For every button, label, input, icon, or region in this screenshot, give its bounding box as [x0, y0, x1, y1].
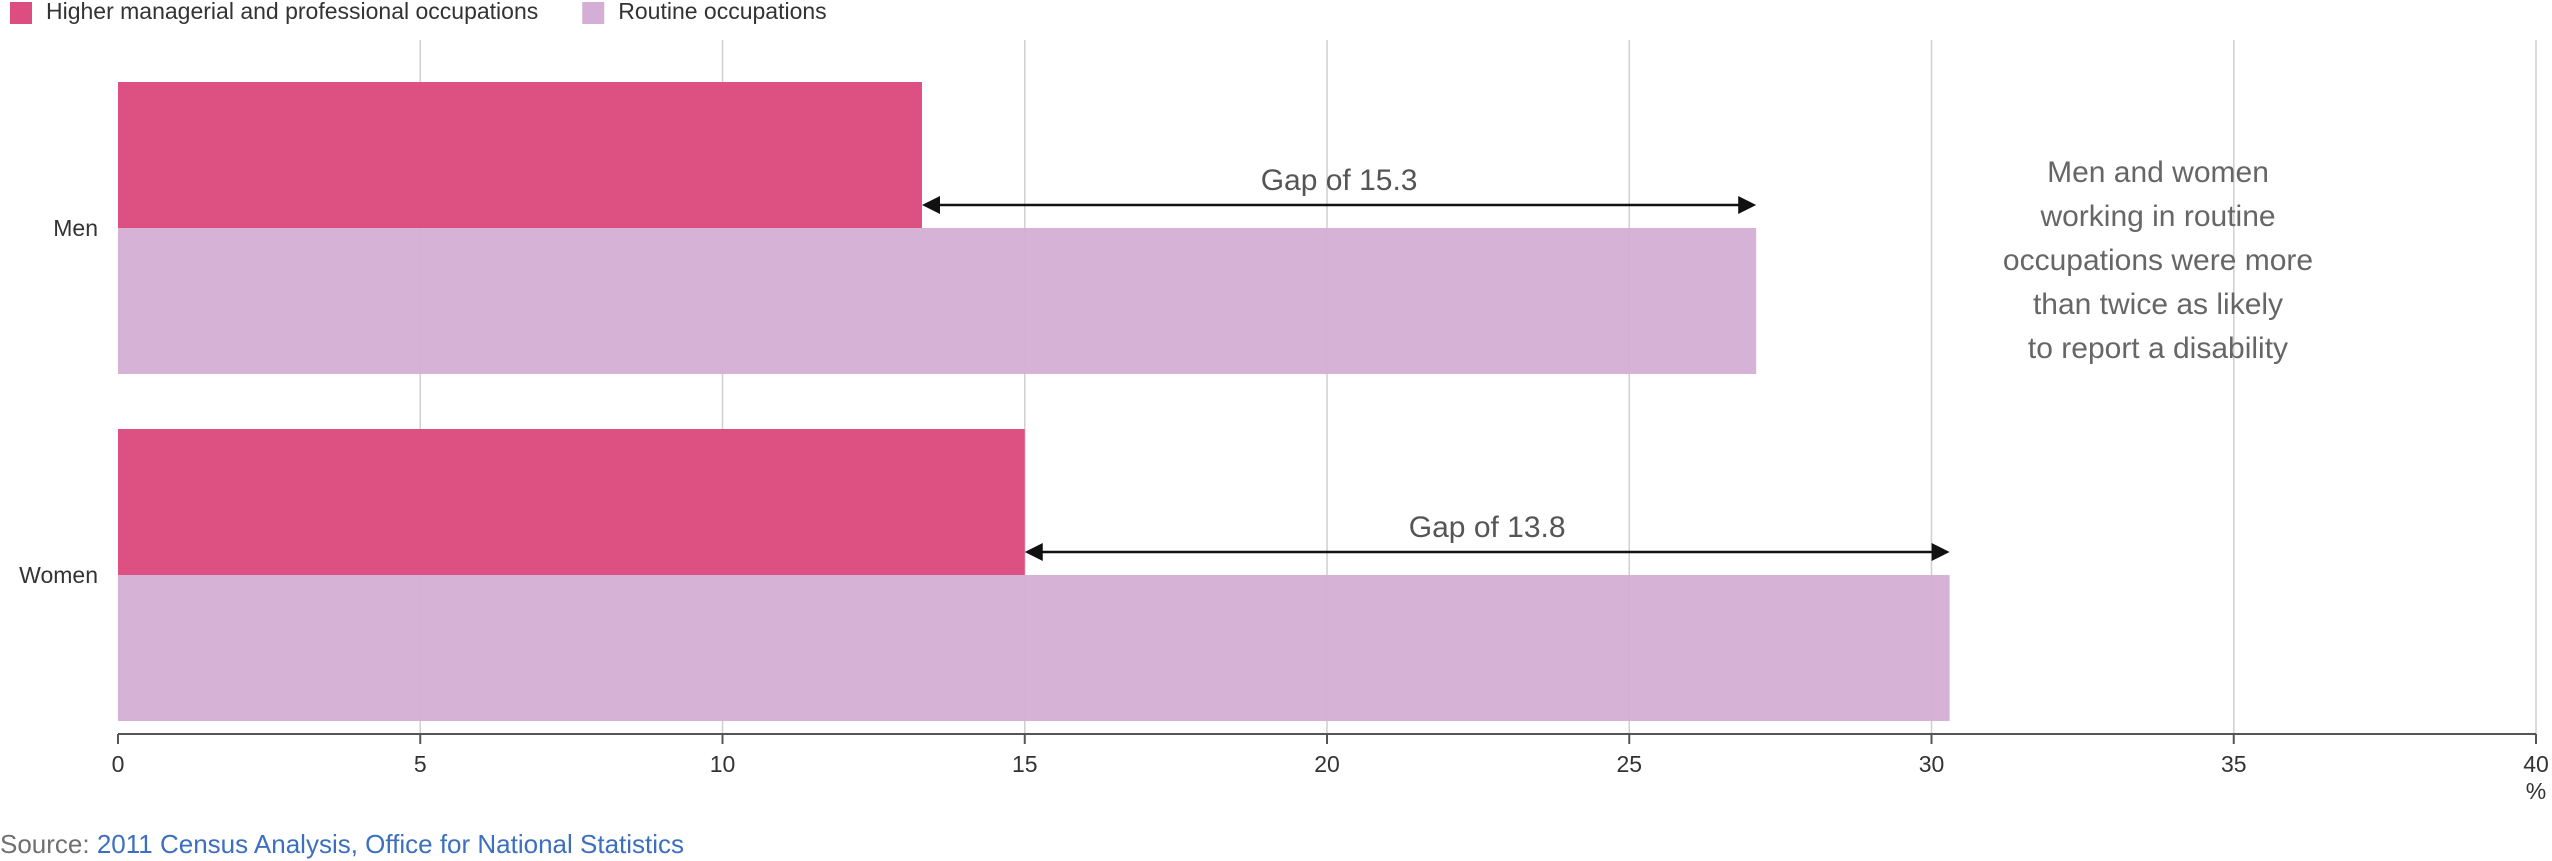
chart-note-line: to report a disability [2028, 332, 2288, 365]
chart-note-line: working in routine [2039, 200, 2275, 233]
chart-note-line: occupations were more [2003, 244, 2313, 277]
source-prefix: Source: [0, 829, 97, 859]
x-tick-label: 20 [1314, 751, 1340, 777]
legend-label-1: Higher managerial and professional occup… [46, 0, 538, 24]
gap-annotations: Gap of 15.3 Gap of 13.8 [921, 164, 1950, 561]
x-tick-label: 10 [710, 751, 736, 777]
bars [118, 82, 1950, 721]
category-label-women: Women [19, 562, 98, 588]
source-line: Source: 2011 Census Analysis, Office for… [0, 829, 684, 860]
chart-note: Men and women working in routine occupatio… [2003, 156, 2313, 365]
x-tick-label: 0 [112, 751, 125, 777]
category-label-men: Men [53, 215, 98, 241]
bar-women-series-2 [118, 575, 1950, 721]
x-tick-label: 30 [1919, 751, 1945, 777]
gap-label-2: Gap of 13.8 [1409, 511, 1566, 544]
x-tick-label: 40 [2523, 751, 2549, 777]
source-link[interactable]: 2011 Census Analysis, Office for Nationa… [96, 829, 685, 859]
chart-note-line: than twice as likely [2033, 288, 2283, 321]
x-axis-unit: % [2526, 778, 2546, 804]
gap-arrowhead-left [921, 196, 940, 214]
bar-men-series-2 [118, 228, 1757, 374]
category-labels: Men Women [19, 215, 98, 588]
bar-women-series-1 [118, 429, 1025, 575]
x-axis: 0 5 10 15 20 25 30 35 40% [112, 733, 2549, 804]
legend: Higher managerial and professional occup… [10, 0, 827, 24]
legend-label-2: Routine occupations [618, 0, 826, 24]
chart-note-line: Men and women [2047, 156, 2269, 189]
gap-label-1: Gap of 15.3 [1261, 164, 1418, 197]
gap-arrowhead-right [1738, 196, 1757, 214]
x-tick-label: 15 [1012, 751, 1038, 777]
x-tick-label: 35 [2221, 751, 2247, 777]
gap-arrowhead-right [1931, 543, 1950, 561]
gap-arrowhead-left [1024, 543, 1043, 561]
legend-swatch-1 [10, 2, 32, 24]
chart: Higher managerial and professional occup… [10, 0, 2549, 804]
x-tick-label: 25 [1616, 751, 1642, 777]
bar-men-series-1 [118, 82, 922, 228]
x-tick-label: 5 [414, 751, 427, 777]
legend-swatch-2 [582, 2, 605, 24]
